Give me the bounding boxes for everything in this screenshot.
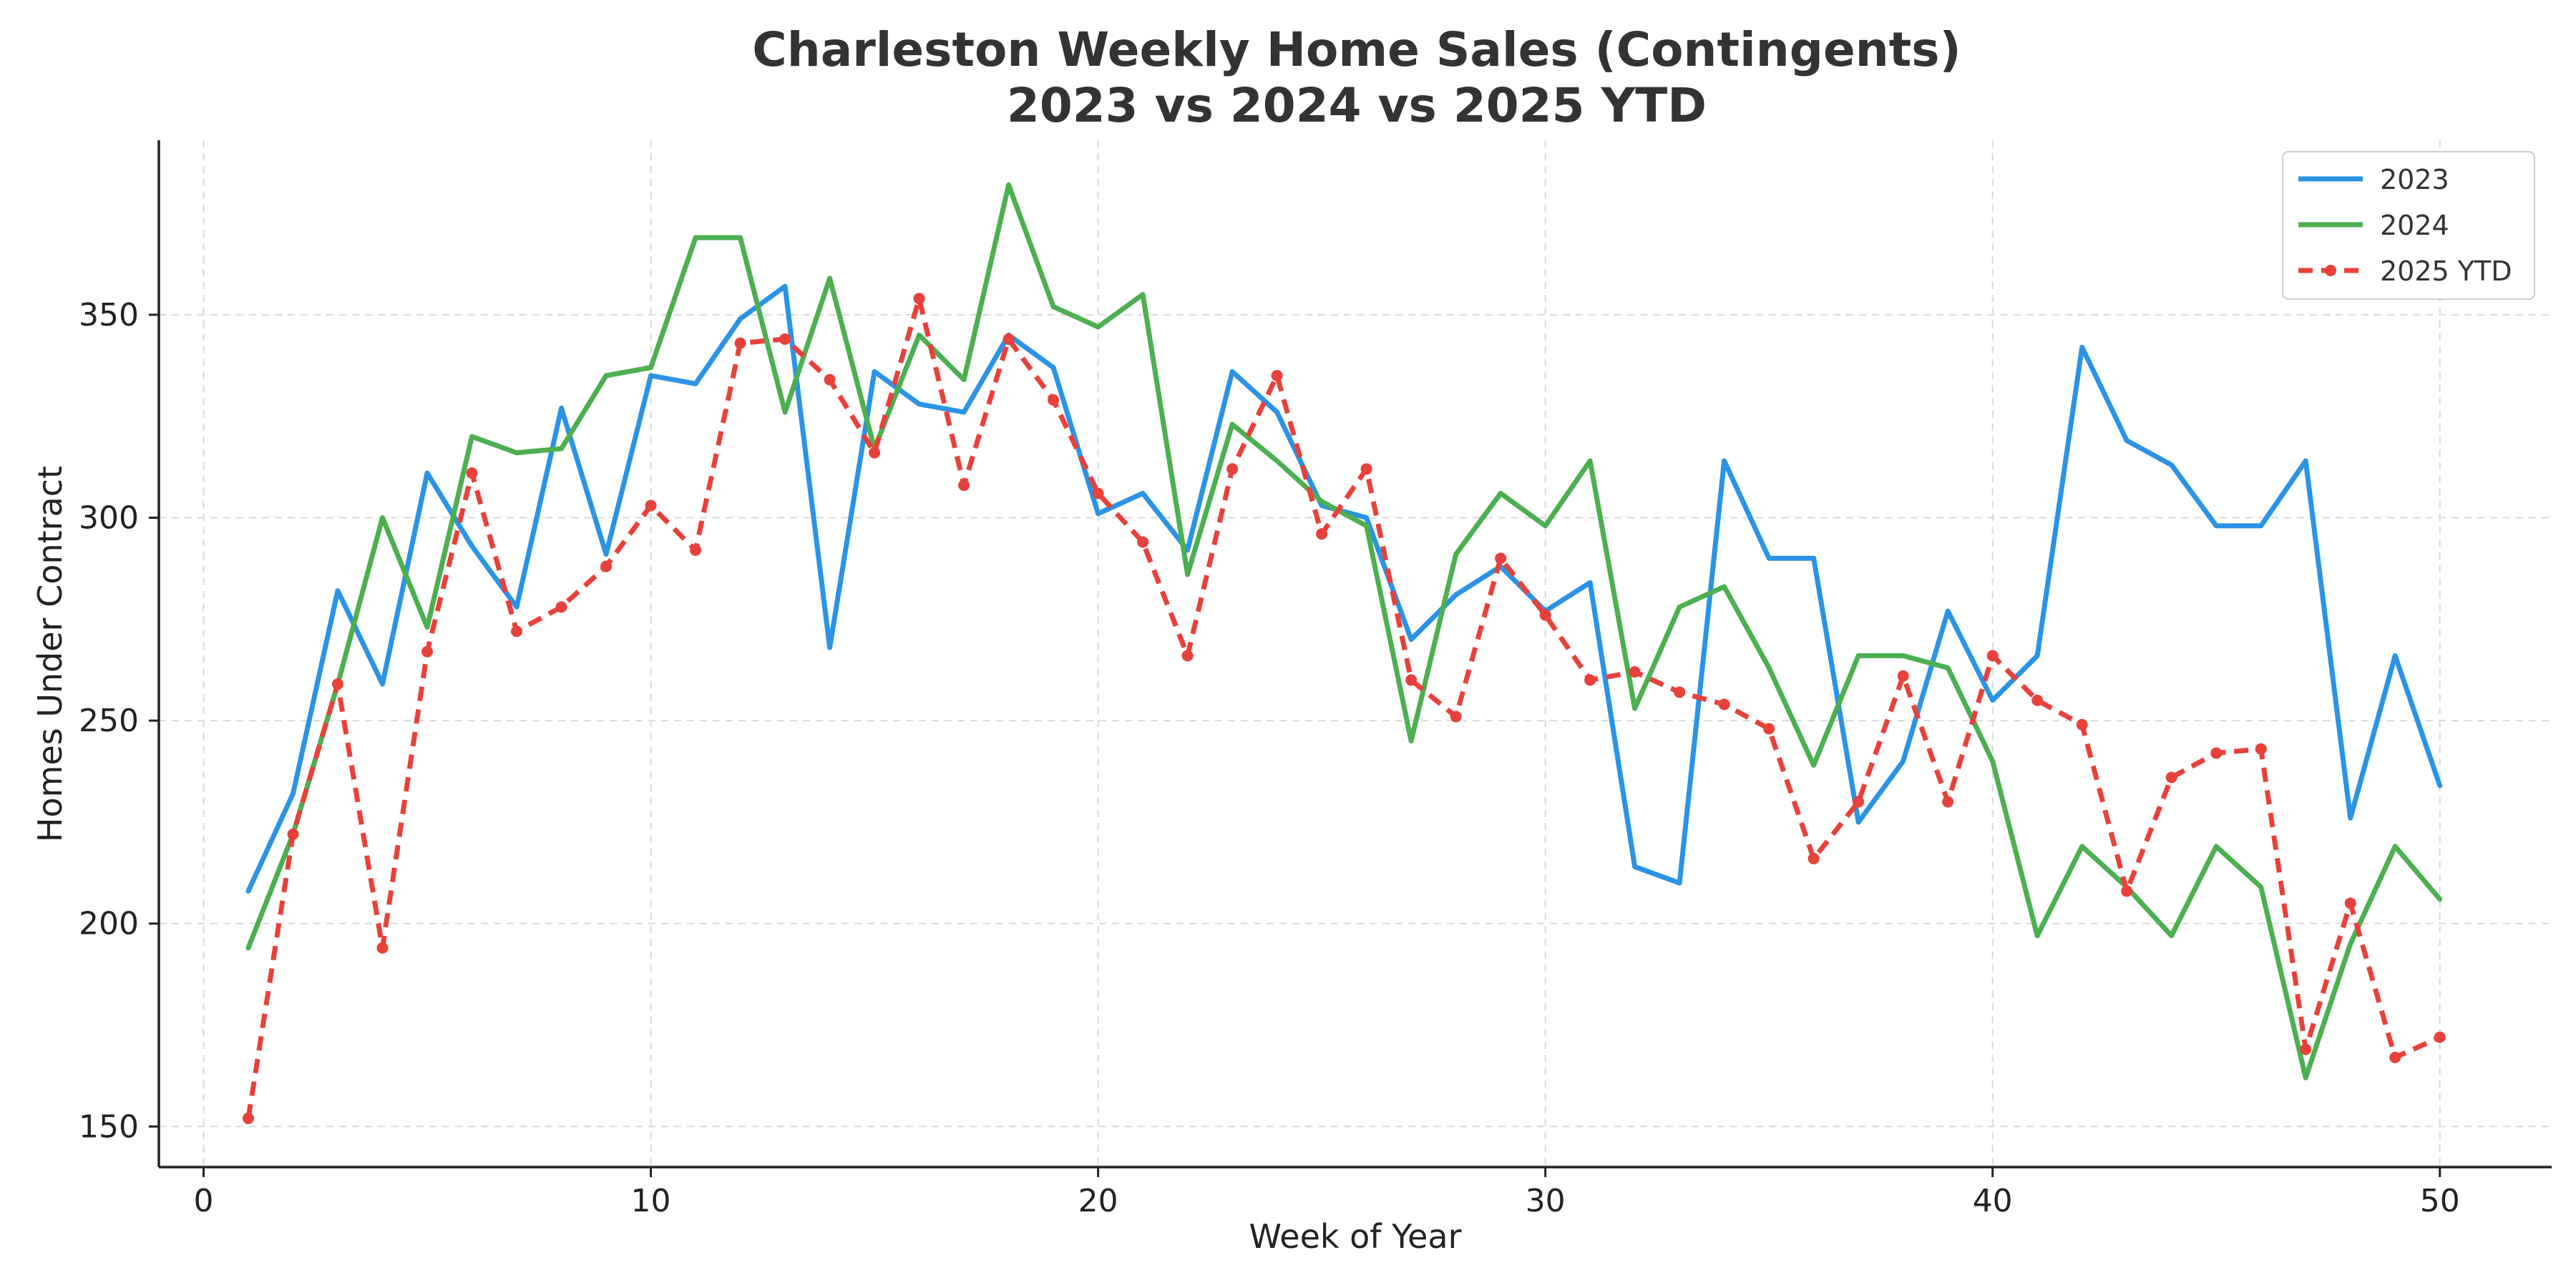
data-point-2025-ytd [1853,796,1865,808]
data-point-2025-ytd [1807,852,1820,864]
data-point-2025-ytd [2031,694,2044,706]
legend: 2023 2024 2025 YTD [2282,151,2535,300]
data-point-2025-ytd [1584,674,1596,686]
series-2025-ytd [243,293,2446,1124]
data-point-2025-ytd [1629,666,1641,678]
data-point-2025-ytd [824,374,836,386]
data-point-2025-ytd [421,645,434,658]
tick-layer: 0 10 20 30 40 50 150 200 250 300 350 [79,297,2460,1219]
y-tick-label: 300 [79,499,139,536]
data-point-2025-ytd [958,479,970,492]
legend-label-2025-ytd: 2025 YTD [2380,255,2512,287]
data-point-2025-ytd [1450,711,1462,723]
data-point-2025-ytd [332,678,344,691]
data-point-2025-ytd [555,601,567,613]
y-tick-label: 200 [79,906,139,942]
x-tick-label: 30 [1526,1183,1566,1219]
data-point-2025-ytd [2300,1043,2312,1055]
data-point-2025-ytd [1181,650,1194,662]
y-tick-label: 150 [79,1108,139,1145]
data-point-2025-ytd [1674,686,1686,698]
grid-layer [159,140,2552,1167]
data-point-2025-ytd [2344,897,2356,909]
data-point-2025-ytd [869,447,881,459]
y-axis-label: Homes Under Contract [31,466,69,842]
data-point-2025-ytd [243,1112,255,1124]
series-layer [243,182,2446,1124]
legend-label-2024: 2024 [2380,210,2449,241]
data-point-2025-ytd [2389,1051,2401,1063]
data-point-2025-ytd [1718,698,1730,711]
data-point-2025-ytd [1002,333,1015,345]
data-point-2025-ytd [287,828,299,840]
data-point-2025-ytd [1495,552,1507,565]
data-point-2025-ytd [1539,609,1551,621]
data-point-2025-ytd [1048,394,1060,406]
legend-marker-2025-ytd [2325,265,2336,276]
data-point-2025-ytd [2165,771,2177,784]
data-point-2025-ytd [1763,723,1775,735]
data-point-2025-ytd [1897,670,1909,682]
data-point-2025-ytd [1137,536,1149,548]
chart-subtitle: 2023 vs 2024 vs 2025 YTD [1007,78,1707,133]
data-point-2025-ytd [376,942,389,954]
x-tick-label: 40 [1973,1183,2013,1219]
data-point-2025-ytd [645,499,657,512]
data-point-2025-ytd [1226,463,1239,475]
data-point-2025-ytd [1271,369,1283,381]
chart-title: Charleston Weekly Home Sales (Contingent… [752,22,1961,77]
legend-label-2023: 2023 [2380,164,2449,195]
x-tick-label: 20 [1078,1183,1118,1219]
legend-box [2282,151,2535,300]
data-point-2025-ytd [1405,674,1418,686]
data-point-2025-ytd [2434,1031,2446,1043]
data-point-2025-ytd [1986,650,1999,662]
series-2024 [245,182,2443,1080]
x-tick-label: 50 [2420,1183,2460,1219]
data-point-2025-ytd [1316,528,1328,540]
x-axis-label: Week of Year [1249,1217,1461,1256]
data-point-2025-ytd [1092,487,1104,499]
data-point-2025-ytd [734,337,746,349]
series-line-2024 [245,182,2443,1080]
data-point-2025-ytd [913,293,925,305]
data-point-2025-ytd [2121,885,2133,897]
y-tick-label: 250 [79,703,139,739]
data-point-2025-ytd [2255,743,2267,755]
data-point-2025-ytd [466,467,478,479]
x-tick-label: 0 [194,1183,214,1219]
x-tick-label: 10 [631,1183,671,1219]
data-point-2025-ytd [2210,747,2223,759]
data-point-2025-ytd [1942,796,1954,808]
data-point-2025-ytd [600,560,613,572]
data-point-2025-ytd [1360,463,1372,475]
data-point-2025-ytd [690,544,702,556]
data-point-2025-ytd [2076,718,2088,731]
data-point-2025-ytd [779,333,791,345]
data-point-2025-ytd [511,625,523,638]
y-tick-label: 350 [79,297,139,333]
